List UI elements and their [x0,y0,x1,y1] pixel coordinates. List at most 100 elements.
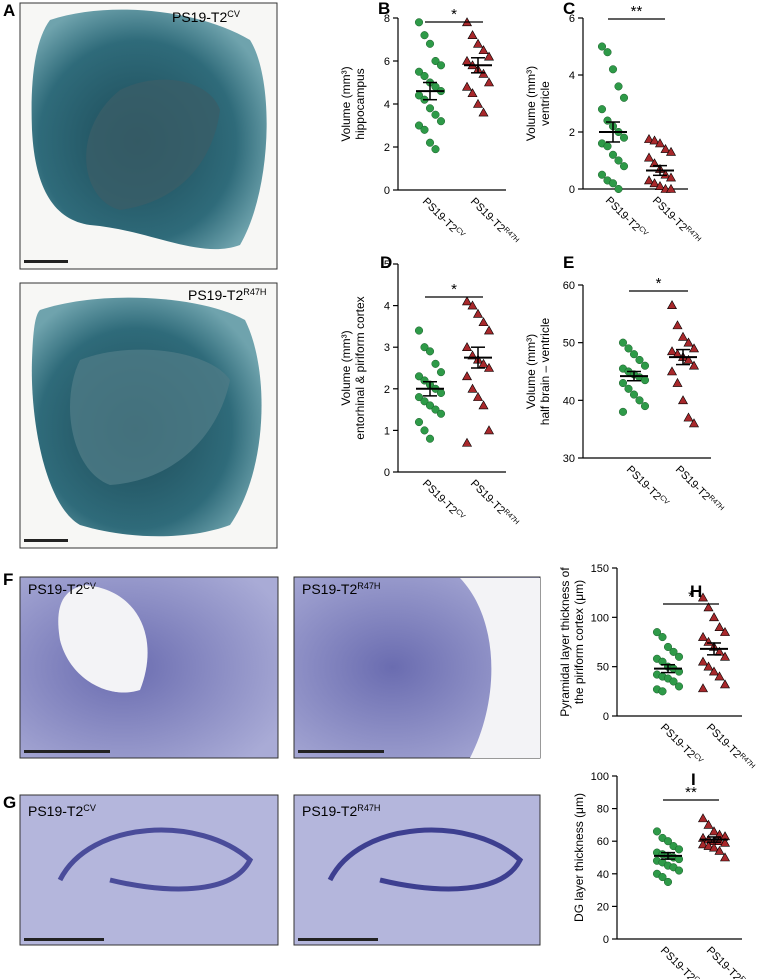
data-point [697,631,709,641]
data-point [431,110,440,119]
data-point [619,162,629,171]
data-point [683,412,694,422]
x-tick-label-base: PS19-T2 [624,464,663,503]
data-point [666,366,678,376]
panel-label: B [378,0,390,18]
data-point [608,179,618,188]
data-point [688,343,700,353]
data-point [461,371,473,381]
data-point [669,677,678,686]
data-point [649,158,660,168]
data-point [719,837,731,847]
data-point [436,117,446,126]
y-tick-label: 60 [597,836,609,848]
data-point [478,107,489,117]
data-point [674,682,684,691]
y-axis-label: hippocampus [353,68,367,139]
x-tick-label-sup: R47H [502,226,521,245]
data-point [436,368,446,377]
panel-label: I [691,770,696,789]
y-tick-label: 6 [384,56,390,68]
data-point [431,359,440,368]
x-tick-label-base: PS19-T2 [468,478,507,517]
y-tick-label: 30 [563,453,575,465]
y-tick-label: 100 [591,771,609,783]
y-tick-label: 60 [563,280,575,292]
data-point [619,133,629,142]
data-point [420,397,429,406]
y-tick-label: 3 [384,342,390,354]
x-tick-label: PS19-T2CV [420,477,467,524]
histology-image [19,794,279,946]
data-point [697,592,709,602]
data-point [478,45,489,55]
data-point [629,350,639,359]
data-point [629,390,639,399]
y-axis-label: Volume (mm³) [339,66,353,141]
x-tick-label-base: PS19-T2 [673,464,712,503]
data-point [674,866,684,875]
image-label-sup: CV [83,581,97,591]
data-point [619,93,629,102]
data-point [697,839,709,849]
data-point [708,826,720,836]
y-axis-label: Pyramidal layer thickness of [558,567,572,717]
y-axis-label: entorhinal & piriform cortex [353,296,367,439]
data-point [436,61,446,70]
data-point [703,840,714,850]
data-point [714,622,725,631]
image-label-sup: CV [83,803,97,813]
y-axis-label: the piriform cortex (μm) [572,580,586,704]
y-tick-label: 8 [384,13,390,25]
data-point [688,418,700,428]
x-tick-label-sup: R47H [684,225,703,244]
data-point [483,77,495,87]
y-tick-label: 50 [563,338,575,350]
data-point [688,360,700,370]
x-tick-label: PS19-T2R47H [650,194,703,247]
image-label: PS19-T2CV [172,9,241,25]
data-point [666,300,678,309]
data-point [461,342,473,351]
image-label: PS19-T2R47H [302,803,381,819]
data-point [618,407,628,416]
data-point [614,184,623,194]
y-tick-label: 0 [603,934,609,946]
data-point [614,156,623,165]
significance-label: * [688,588,694,605]
data-point [674,845,684,854]
x-tick-label-base: PS19-T2 [650,195,689,234]
panel-label: A [3,1,15,20]
data-point [683,337,694,347]
y-tick-label: 4 [569,70,575,82]
y-tick-label: 0 [384,185,390,197]
data-point [635,355,644,365]
panel-label: C [563,0,575,18]
data-point [478,400,489,410]
x-tick-label: PS19-T2R47H [468,195,521,248]
y-tick-label: 5 [384,259,390,271]
data-point [672,320,683,330]
x-tick-label: PS19-T2R47H [468,477,521,530]
y-tick-label: 40 [563,395,575,407]
data-point [461,81,473,91]
data-point [461,296,473,306]
y-tick-label: 100 [591,612,609,624]
data-point [483,51,495,61]
data-point [603,142,612,151]
x-tick-label: PS19-T2CV [658,721,705,768]
data-point [654,181,666,190]
x-tick-label: PS19-T2R47H [704,944,757,979]
data-point [425,401,435,410]
y-tick-label: 4 [384,301,390,313]
image-label-sup: R47H [357,581,380,591]
x-tick-label: PS19-T2R47H [704,721,757,774]
data-point [666,346,678,356]
data-point [425,434,435,443]
y-tick-label: 20 [597,901,609,913]
data-point [672,377,683,387]
data-point [461,55,473,65]
data-point [414,121,424,130]
data-point [414,393,424,402]
